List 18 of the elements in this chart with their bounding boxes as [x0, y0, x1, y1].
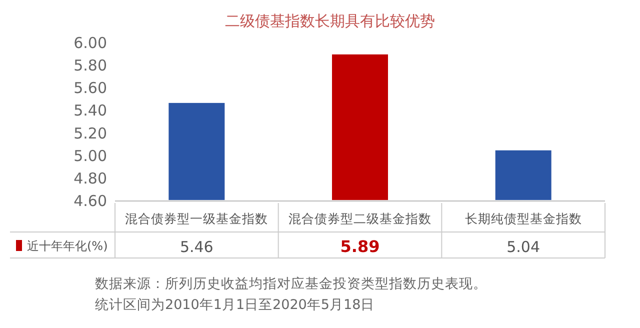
y-tick-label: 5.00	[74, 146, 107, 165]
data-label: 5.04	[506, 238, 540, 256]
legend-label: 近十年年化(%)	[27, 239, 108, 253]
data-label: 5.89	[340, 237, 380, 256]
y-tick-label: 5.20	[74, 124, 107, 142]
y-tick-label: 5.40	[74, 102, 107, 120]
x-tick-label: 长期纯债型基金指数	[464, 211, 582, 226]
y-tick-label: 5.60	[74, 79, 107, 98]
source-note: 数据来源：所列历史收益均指对应基金投资类型指数历史表现。	[95, 276, 487, 292]
x-tick-label: 混合债券型二级基金指数	[288, 211, 432, 226]
y-tick-label: 6.00	[74, 34, 107, 52]
data-label: 5.46	[180, 238, 214, 256]
y-tick-label: 4.60	[74, 192, 107, 210]
x-tick-label: 混合债券型一级基金指数	[125, 211, 268, 226]
chart-title: 二级债基指数长期具有比较优势	[225, 12, 435, 30]
y-tick-label: 5.80	[74, 56, 107, 75]
text: 统计区间为2010年1月1日至2020年5月18日	[95, 297, 375, 313]
y-tick-label: 4.80	[74, 169, 107, 188]
